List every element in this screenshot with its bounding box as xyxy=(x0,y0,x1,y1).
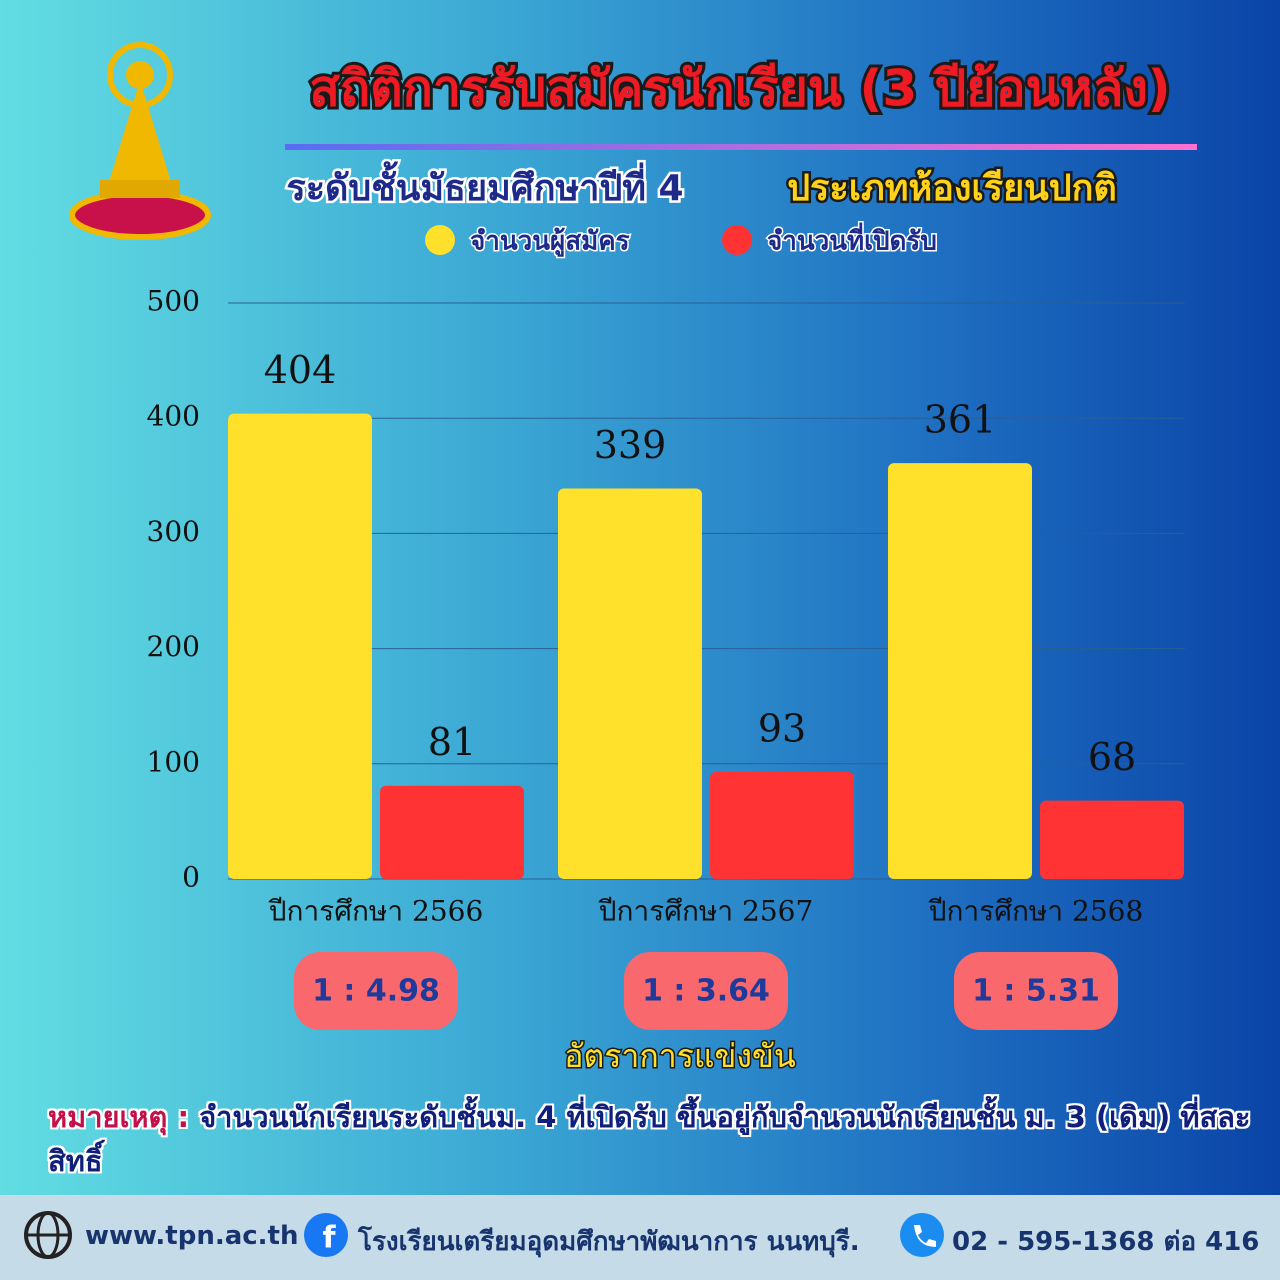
bar xyxy=(558,488,702,879)
note-text: จำนวนนักเรียนระดับชั้นม. 4 ที่เปิดรับ ขึ… xyxy=(48,1100,1251,1178)
svg-text:f: f xyxy=(322,1221,336,1256)
ratio: 1 : 3.64 xyxy=(642,974,770,1009)
y-tick-label: 200 xyxy=(147,630,200,663)
bar xyxy=(228,413,372,879)
ratio-box xyxy=(294,952,458,1030)
note: หมายเหตุ : จำนวนนักเรียนระดับชั้นม. 4 ที… xyxy=(48,1095,1273,1183)
phone: 02 - 595-1368 ต่อ 416 xyxy=(952,1227,1260,1257)
y-tick-label: 0 xyxy=(182,861,200,894)
facebook: โรงเรียนเตรียมอุดมศึกษาพัฒนาการ นนทบุรี. xyxy=(358,1227,860,1257)
subtitle: ระดับชั้นมัธยมศึกษาปีที่ 4 xyxy=(286,161,683,209)
logo xyxy=(69,42,211,240)
y-tick-label: 100 xyxy=(147,745,200,778)
ratio: 1 : 4.98 xyxy=(312,974,440,1009)
value-label: 81 xyxy=(428,720,476,764)
phone-icon xyxy=(900,1213,944,1257)
ratio-label: อัตราการแข่งขัน xyxy=(564,1037,796,1075)
x-tick-label: ปีการศึกษา 2568 xyxy=(928,895,1144,928)
bar xyxy=(380,785,524,879)
value-label: 68 xyxy=(1088,735,1136,779)
footer: www.tpn.ac.th f โรงเรียนเตรียมอุดมศึกษาพ… xyxy=(0,1195,1280,1280)
bar xyxy=(710,771,854,879)
value-label: 404 xyxy=(264,348,337,392)
note-label: หมายเหตุ : xyxy=(48,1100,190,1134)
legend-swatch xyxy=(425,225,455,255)
y-tick-label: 400 xyxy=(147,400,200,433)
bar xyxy=(1040,800,1184,879)
facebook-icon: f xyxy=(304,1213,348,1257)
value-label: 361 xyxy=(924,398,997,442)
bar xyxy=(888,463,1032,879)
ratio: 1 : 5.31 xyxy=(972,974,1100,1009)
legend-label: จำนวนผู้สมัคร xyxy=(470,227,630,258)
x-tick-label: ปีการศึกษา 2567 xyxy=(598,895,814,928)
ratio-box xyxy=(624,952,788,1030)
room-type: ประเภทห้องเรียนปกติ xyxy=(787,168,1117,209)
value-label: 93 xyxy=(758,706,806,750)
ratio-box xyxy=(954,952,1118,1030)
value-label: 339 xyxy=(594,423,667,467)
y-tick-label: 500 xyxy=(147,285,200,318)
divider xyxy=(285,144,1197,150)
x-tick-label: ปีการศึกษา 2566 xyxy=(268,895,484,928)
website: www.tpn.ac.th xyxy=(85,1221,299,1251)
title: สถิติการรับสมัครนักเรียน (3 ปีย้อนหลัง) xyxy=(309,60,1170,118)
legend-swatch xyxy=(722,225,752,255)
legend-label: จำนวนที่เปิดรับ xyxy=(767,222,937,257)
chart: สถิติการรับสมัครนักเรียน (3 ปีย้อนหลัง) … xyxy=(69,42,1197,1077)
globe-icon xyxy=(24,1211,72,1259)
y-tick-label: 300 xyxy=(147,515,200,548)
